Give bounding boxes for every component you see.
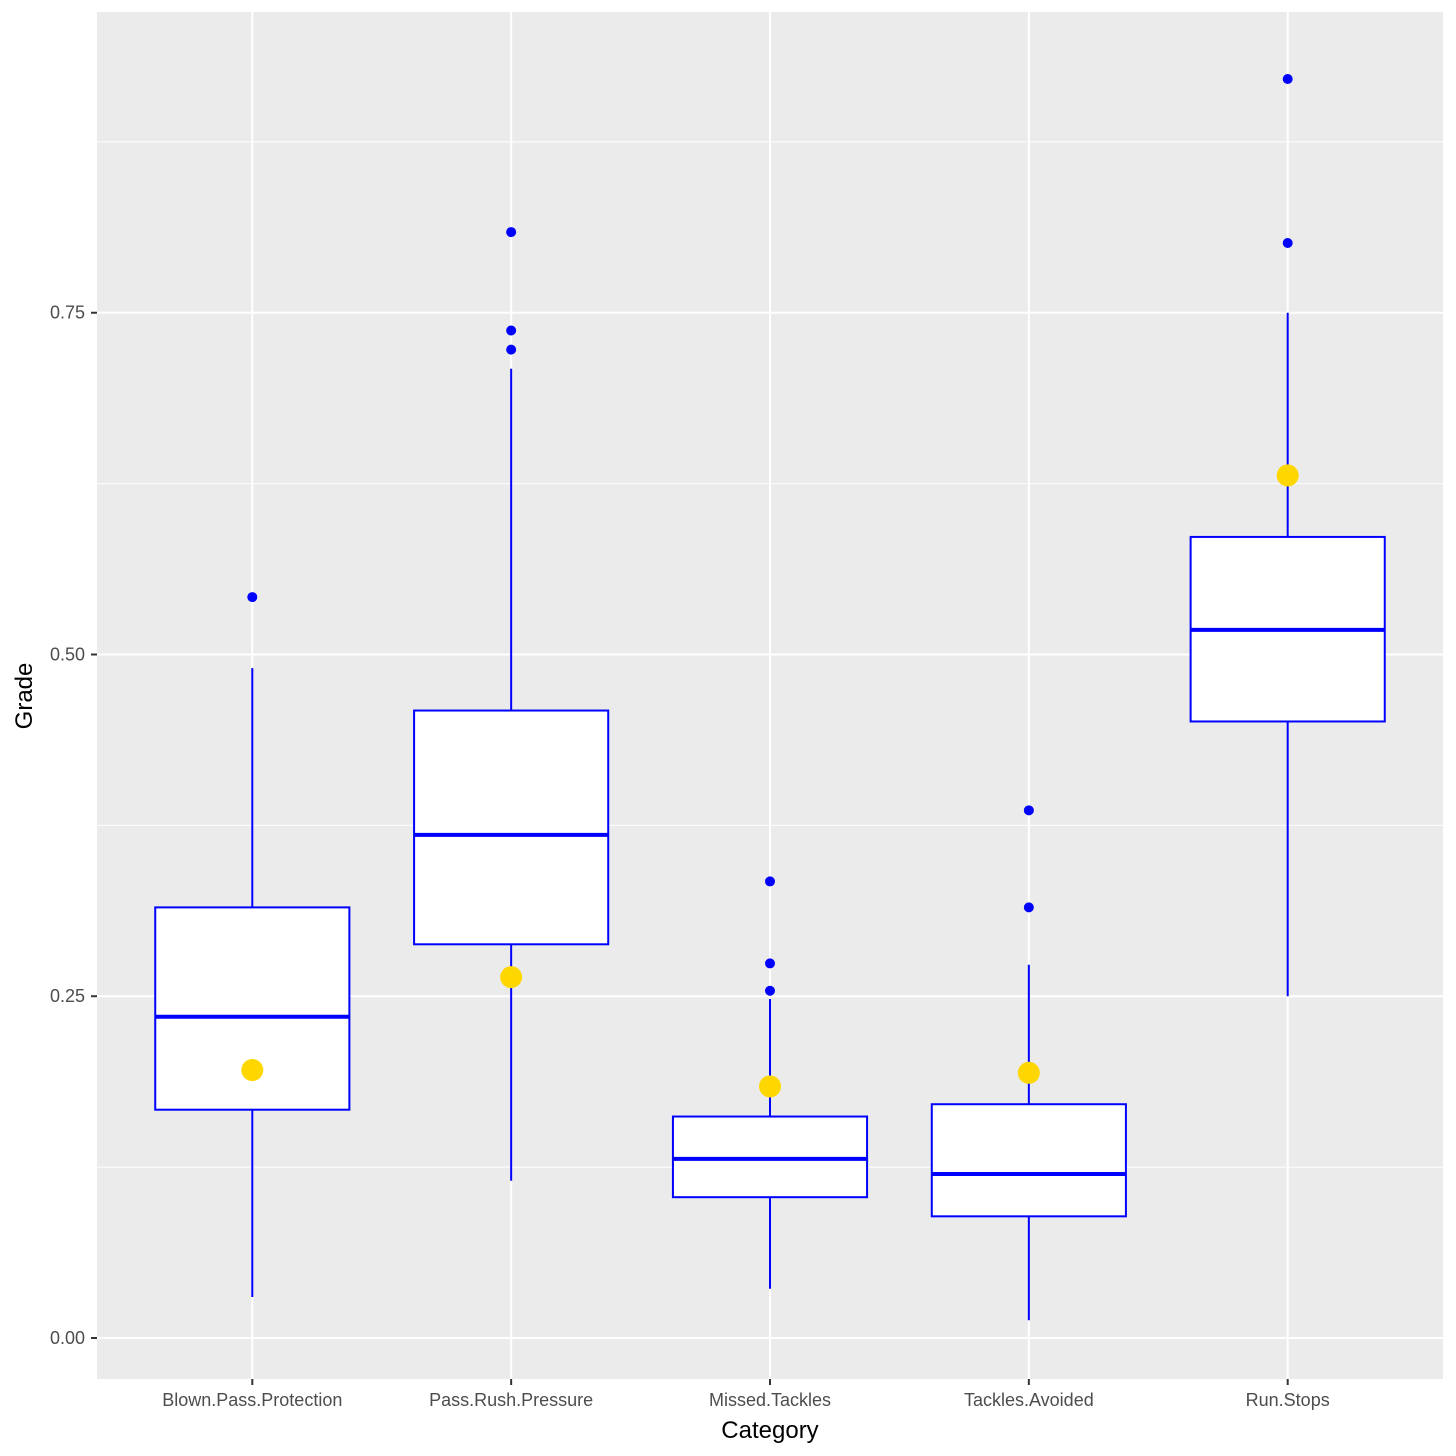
iqr-box [930, 1103, 1127, 1218]
outlier-point [506, 227, 517, 238]
highlight-point [1276, 464, 1299, 487]
y-tick-label: 0.50 [50, 644, 85, 664]
outlier-point [1282, 238, 1293, 249]
y-tick-label: 0.25 [50, 986, 85, 1006]
outlier-point [1282, 73, 1293, 84]
x-tick-label: Pass.Rush.Pressure [429, 1390, 593, 1410]
outlier-point [1023, 805, 1034, 816]
x-axis: Blown.Pass.Protection Pass.Rush.Pressure M… [162, 1379, 1330, 1410]
highlight-point [759, 1075, 781, 1098]
y-axis-title: Grade [11, 663, 38, 730]
outlier-point [765, 958, 775, 969]
highlight-point [500, 966, 523, 989]
highlight-point [241, 1059, 264, 1082]
x-tick-label: Missed.Tackles [709, 1390, 831, 1410]
x-tick-label: Blown.Pass.Protection [162, 1390, 342, 1410]
y-tick-label: 0.00 [50, 1328, 85, 1348]
box-group [413, 227, 610, 1181]
boxes [154, 73, 1386, 1321]
y-axis: 0.00 0.25 0.50 0.75 [50, 303, 97, 1348]
box-group [671, 876, 869, 1289]
iqr-box [413, 709, 610, 946]
outlier-point [247, 592, 258, 603]
box-group [930, 805, 1127, 1321]
outlier-point [765, 985, 775, 996]
x-axis-title: Category [721, 1417, 818, 1444]
highlight-point [1017, 1061, 1040, 1084]
outlier-point [506, 344, 517, 355]
outlier-point [506, 325, 517, 336]
x-tick-label: Run.Stops [1246, 1390, 1330, 1410]
outlier-point [1023, 902, 1034, 913]
y-tick-label: 0.75 [50, 303, 85, 323]
box-group [154, 592, 351, 1297]
box-group [1189, 73, 1386, 997]
x-tick-label: Tackles.Avoided [964, 1390, 1094, 1410]
outlier-point [765, 876, 775, 887]
iqr-box [671, 1115, 869, 1199]
